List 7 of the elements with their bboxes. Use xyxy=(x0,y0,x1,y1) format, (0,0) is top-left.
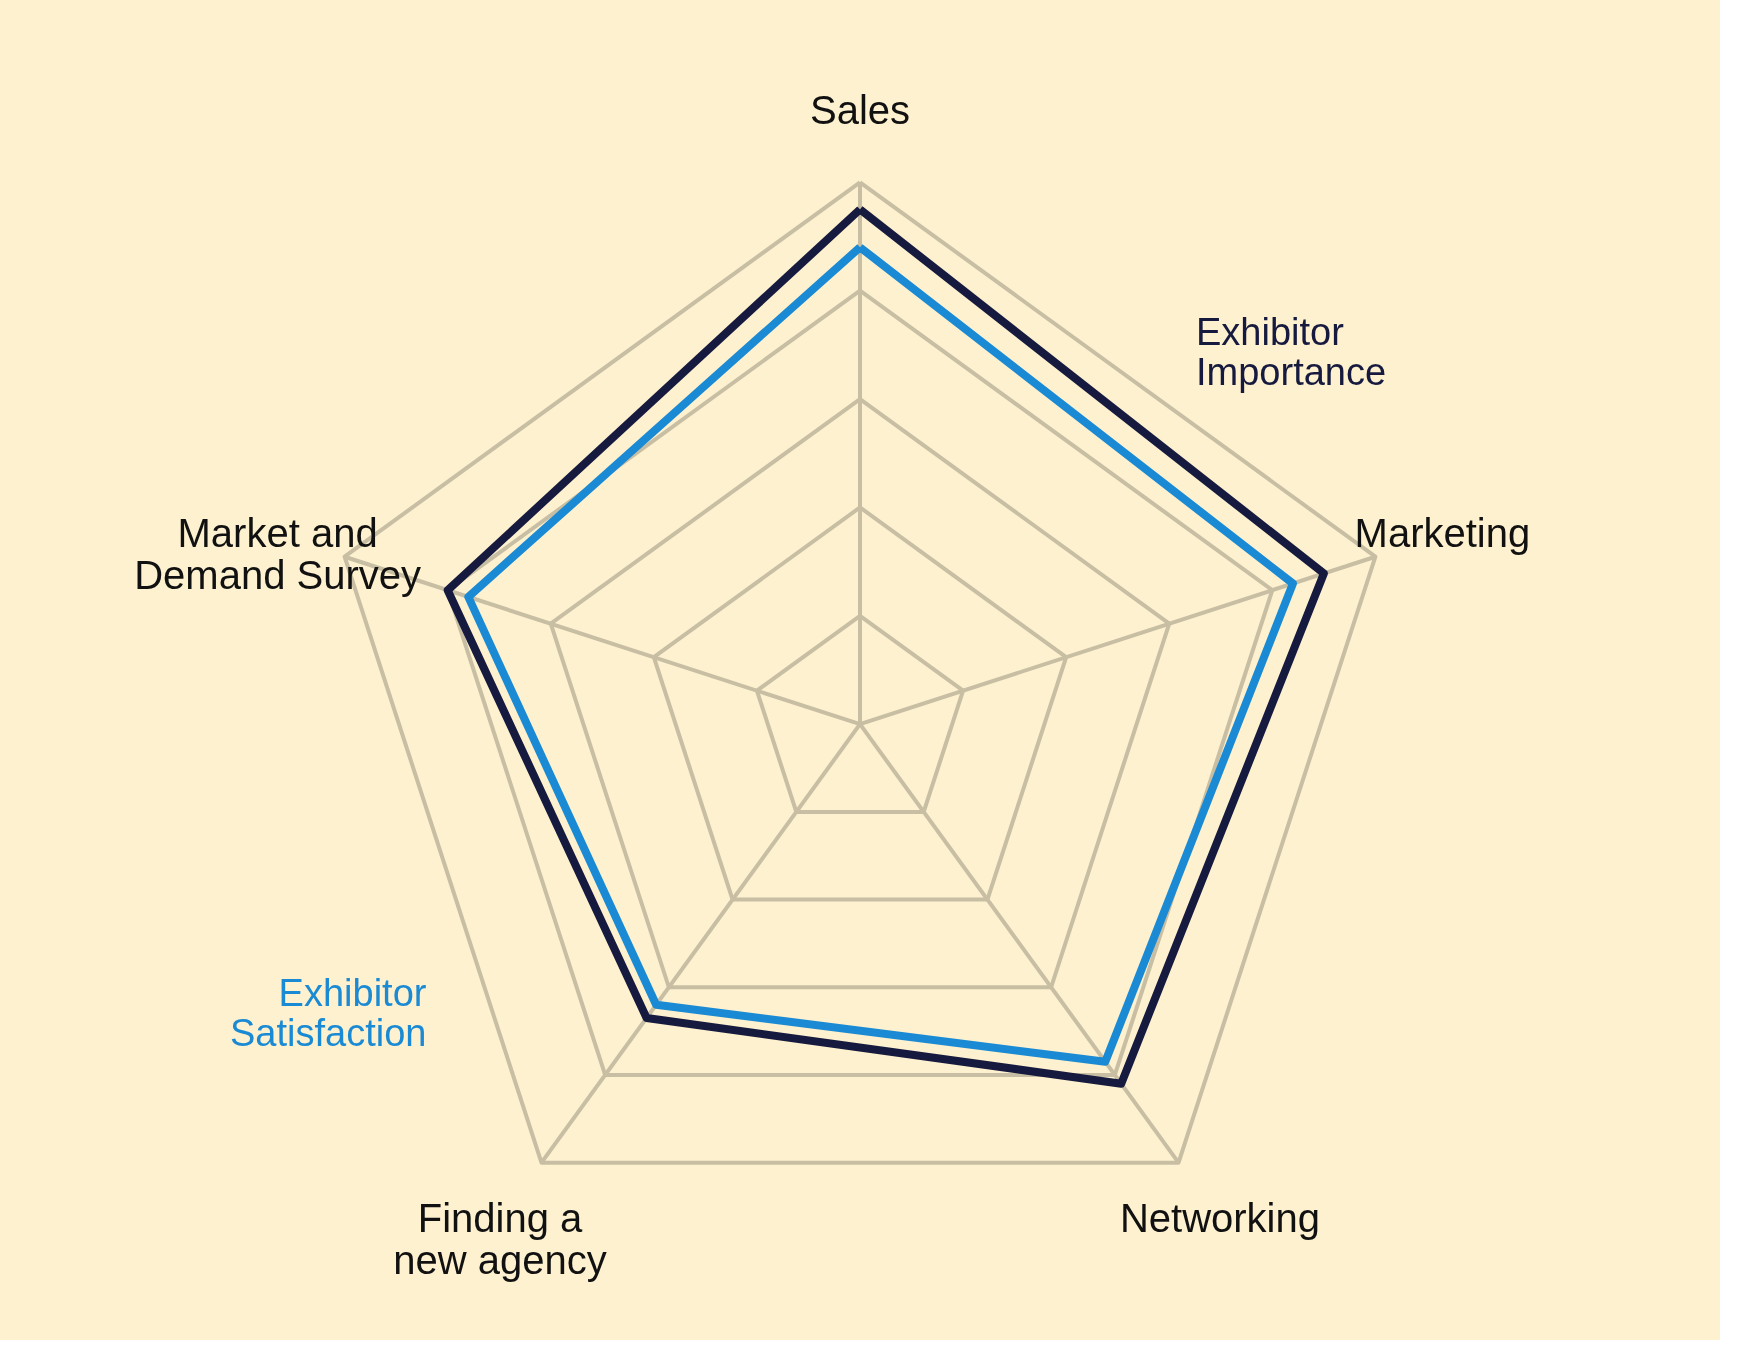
spoke-label: Sales xyxy=(809,87,911,132)
spoke-label: Finding a new agency xyxy=(393,1195,607,1282)
text: Exhibitor Satisfaction xyxy=(230,972,427,1055)
spoke-label: Marketing xyxy=(1354,510,1531,555)
spoke-label: Market and Demand Survey xyxy=(134,510,421,597)
spoke-label: Networking xyxy=(1119,1195,1320,1240)
series-label: Exhibitor Importance xyxy=(1196,311,1387,393)
